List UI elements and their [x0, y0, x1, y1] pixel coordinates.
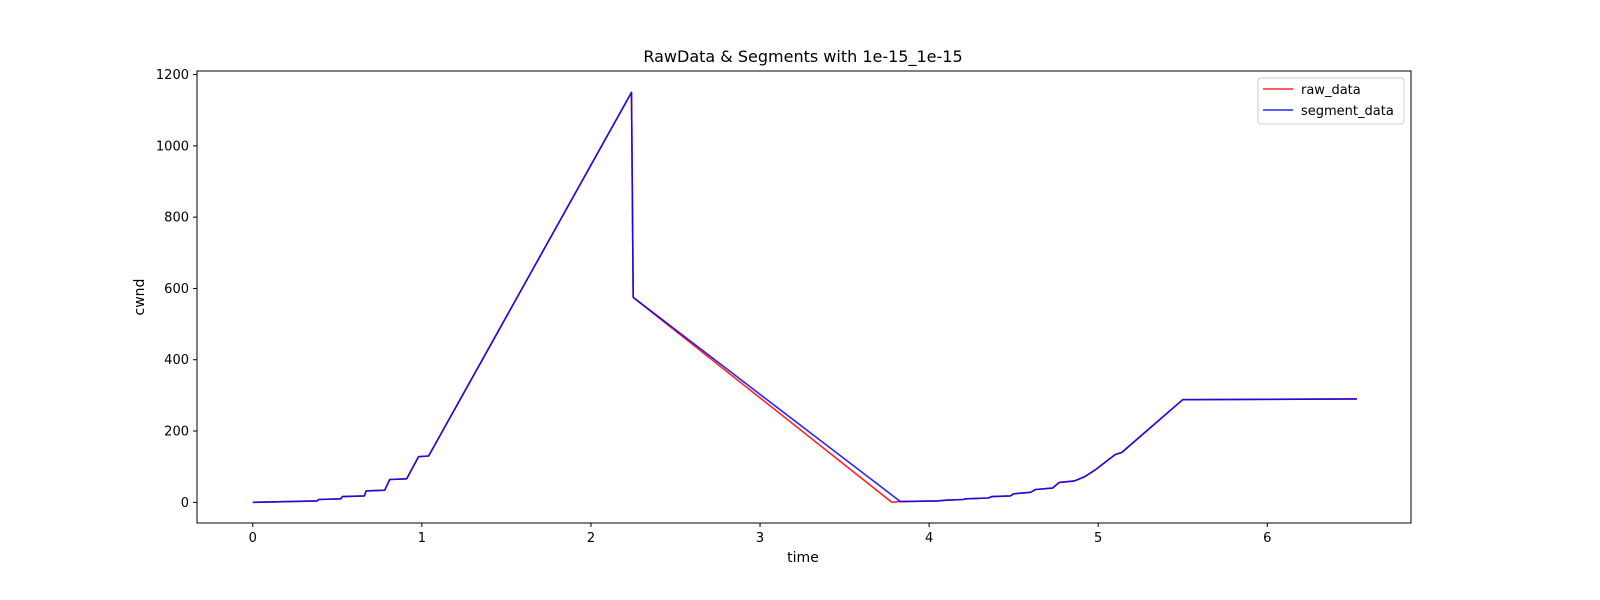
x-tick-label: 5 — [1094, 531, 1102, 546]
x-tick-label: 0 — [249, 531, 257, 546]
x-tick-label: 1 — [418, 531, 426, 546]
x-axis-label: time — [787, 550, 819, 566]
legend-label-raw-data: raw_data — [1301, 83, 1361, 98]
series-layer — [252, 91, 1357, 504]
x-axis-ticks: 0 1 2 3 4 5 6 — [249, 523, 1271, 546]
chart-title: RawData & Segments with 1e-15_1e-15 — [643, 47, 962, 67]
x-tick-label: 4 — [925, 531, 933, 546]
x-tick-label: 2 — [587, 531, 595, 546]
x-tick-label: 3 — [756, 531, 764, 546]
y-tick-label: 1000 — [156, 139, 189, 154]
y-tick-label: 800 — [164, 211, 189, 226]
y-tick-label: 600 — [164, 282, 189, 297]
x-tick-label: 6 — [1263, 531, 1271, 546]
y-tick-label: 200 — [164, 425, 189, 440]
axes-frame — [196, 70, 1412, 524]
y-tick-label: 1200 — [156, 68, 189, 83]
legend: raw_data segment_data — [1257, 77, 1405, 125]
series-line-segment-data — [252, 91, 1357, 504]
plot-area — [196, 70, 1412, 524]
y-axis-ticks: 0 200 400 600 800 1000 1200 — [156, 68, 197, 511]
y-tick-label: 0 — [181, 496, 189, 511]
y-tick-label: 400 — [164, 353, 189, 368]
legend-label-segment-data: segment_data — [1301, 104, 1394, 119]
legend-box — [1257, 77, 1405, 125]
y-axis-label: cwnd — [132, 279, 148, 316]
